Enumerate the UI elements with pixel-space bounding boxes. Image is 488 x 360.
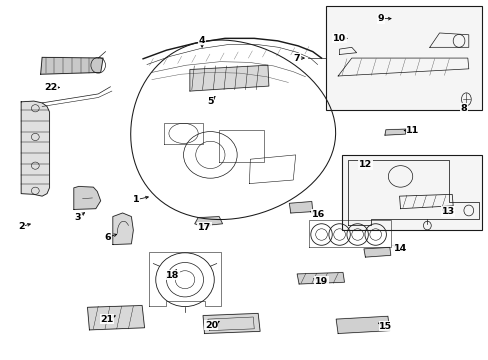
Text: 2: 2 [18, 222, 24, 231]
Text: 10: 10 [332, 34, 346, 43]
Polygon shape [203, 314, 260, 333]
Text: 12: 12 [358, 161, 371, 170]
Polygon shape [363, 247, 390, 257]
Text: 8: 8 [460, 104, 467, 113]
Text: 13: 13 [441, 207, 454, 216]
Text: 11: 11 [405, 126, 419, 135]
Text: 9: 9 [377, 14, 384, 23]
Polygon shape [297, 273, 344, 284]
Polygon shape [429, 33, 468, 47]
Text: 22: 22 [44, 83, 57, 92]
Polygon shape [41, 57, 103, 74]
Text: 5: 5 [207, 96, 213, 105]
Text: 18: 18 [165, 270, 179, 279]
Bar [326, 6, 482, 110]
Polygon shape [87, 306, 144, 330]
Polygon shape [21, 101, 49, 196]
Bar [341, 155, 482, 230]
Text: 21: 21 [100, 315, 113, 324]
Polygon shape [399, 194, 452, 209]
Polygon shape [339, 47, 356, 54]
Polygon shape [194, 217, 222, 226]
Text: 4: 4 [198, 36, 205, 45]
Text: 14: 14 [393, 244, 407, 253]
Polygon shape [189, 65, 268, 91]
Text: 17: 17 [198, 223, 211, 232]
Polygon shape [113, 213, 133, 244]
Polygon shape [289, 202, 312, 213]
Polygon shape [384, 129, 406, 135]
Text: 1: 1 [133, 195, 139, 204]
Text: 15: 15 [379, 322, 392, 331]
Text: 6: 6 [104, 233, 111, 242]
Polygon shape [337, 58, 468, 76]
Text: 3: 3 [74, 213, 81, 222]
Text: 7: 7 [293, 54, 300, 63]
Polygon shape [74, 186, 101, 210]
Text: 16: 16 [311, 210, 325, 219]
Text: 19: 19 [314, 276, 327, 285]
Text: 20: 20 [204, 321, 218, 330]
Polygon shape [335, 316, 389, 333]
Polygon shape [347, 160, 478, 225]
